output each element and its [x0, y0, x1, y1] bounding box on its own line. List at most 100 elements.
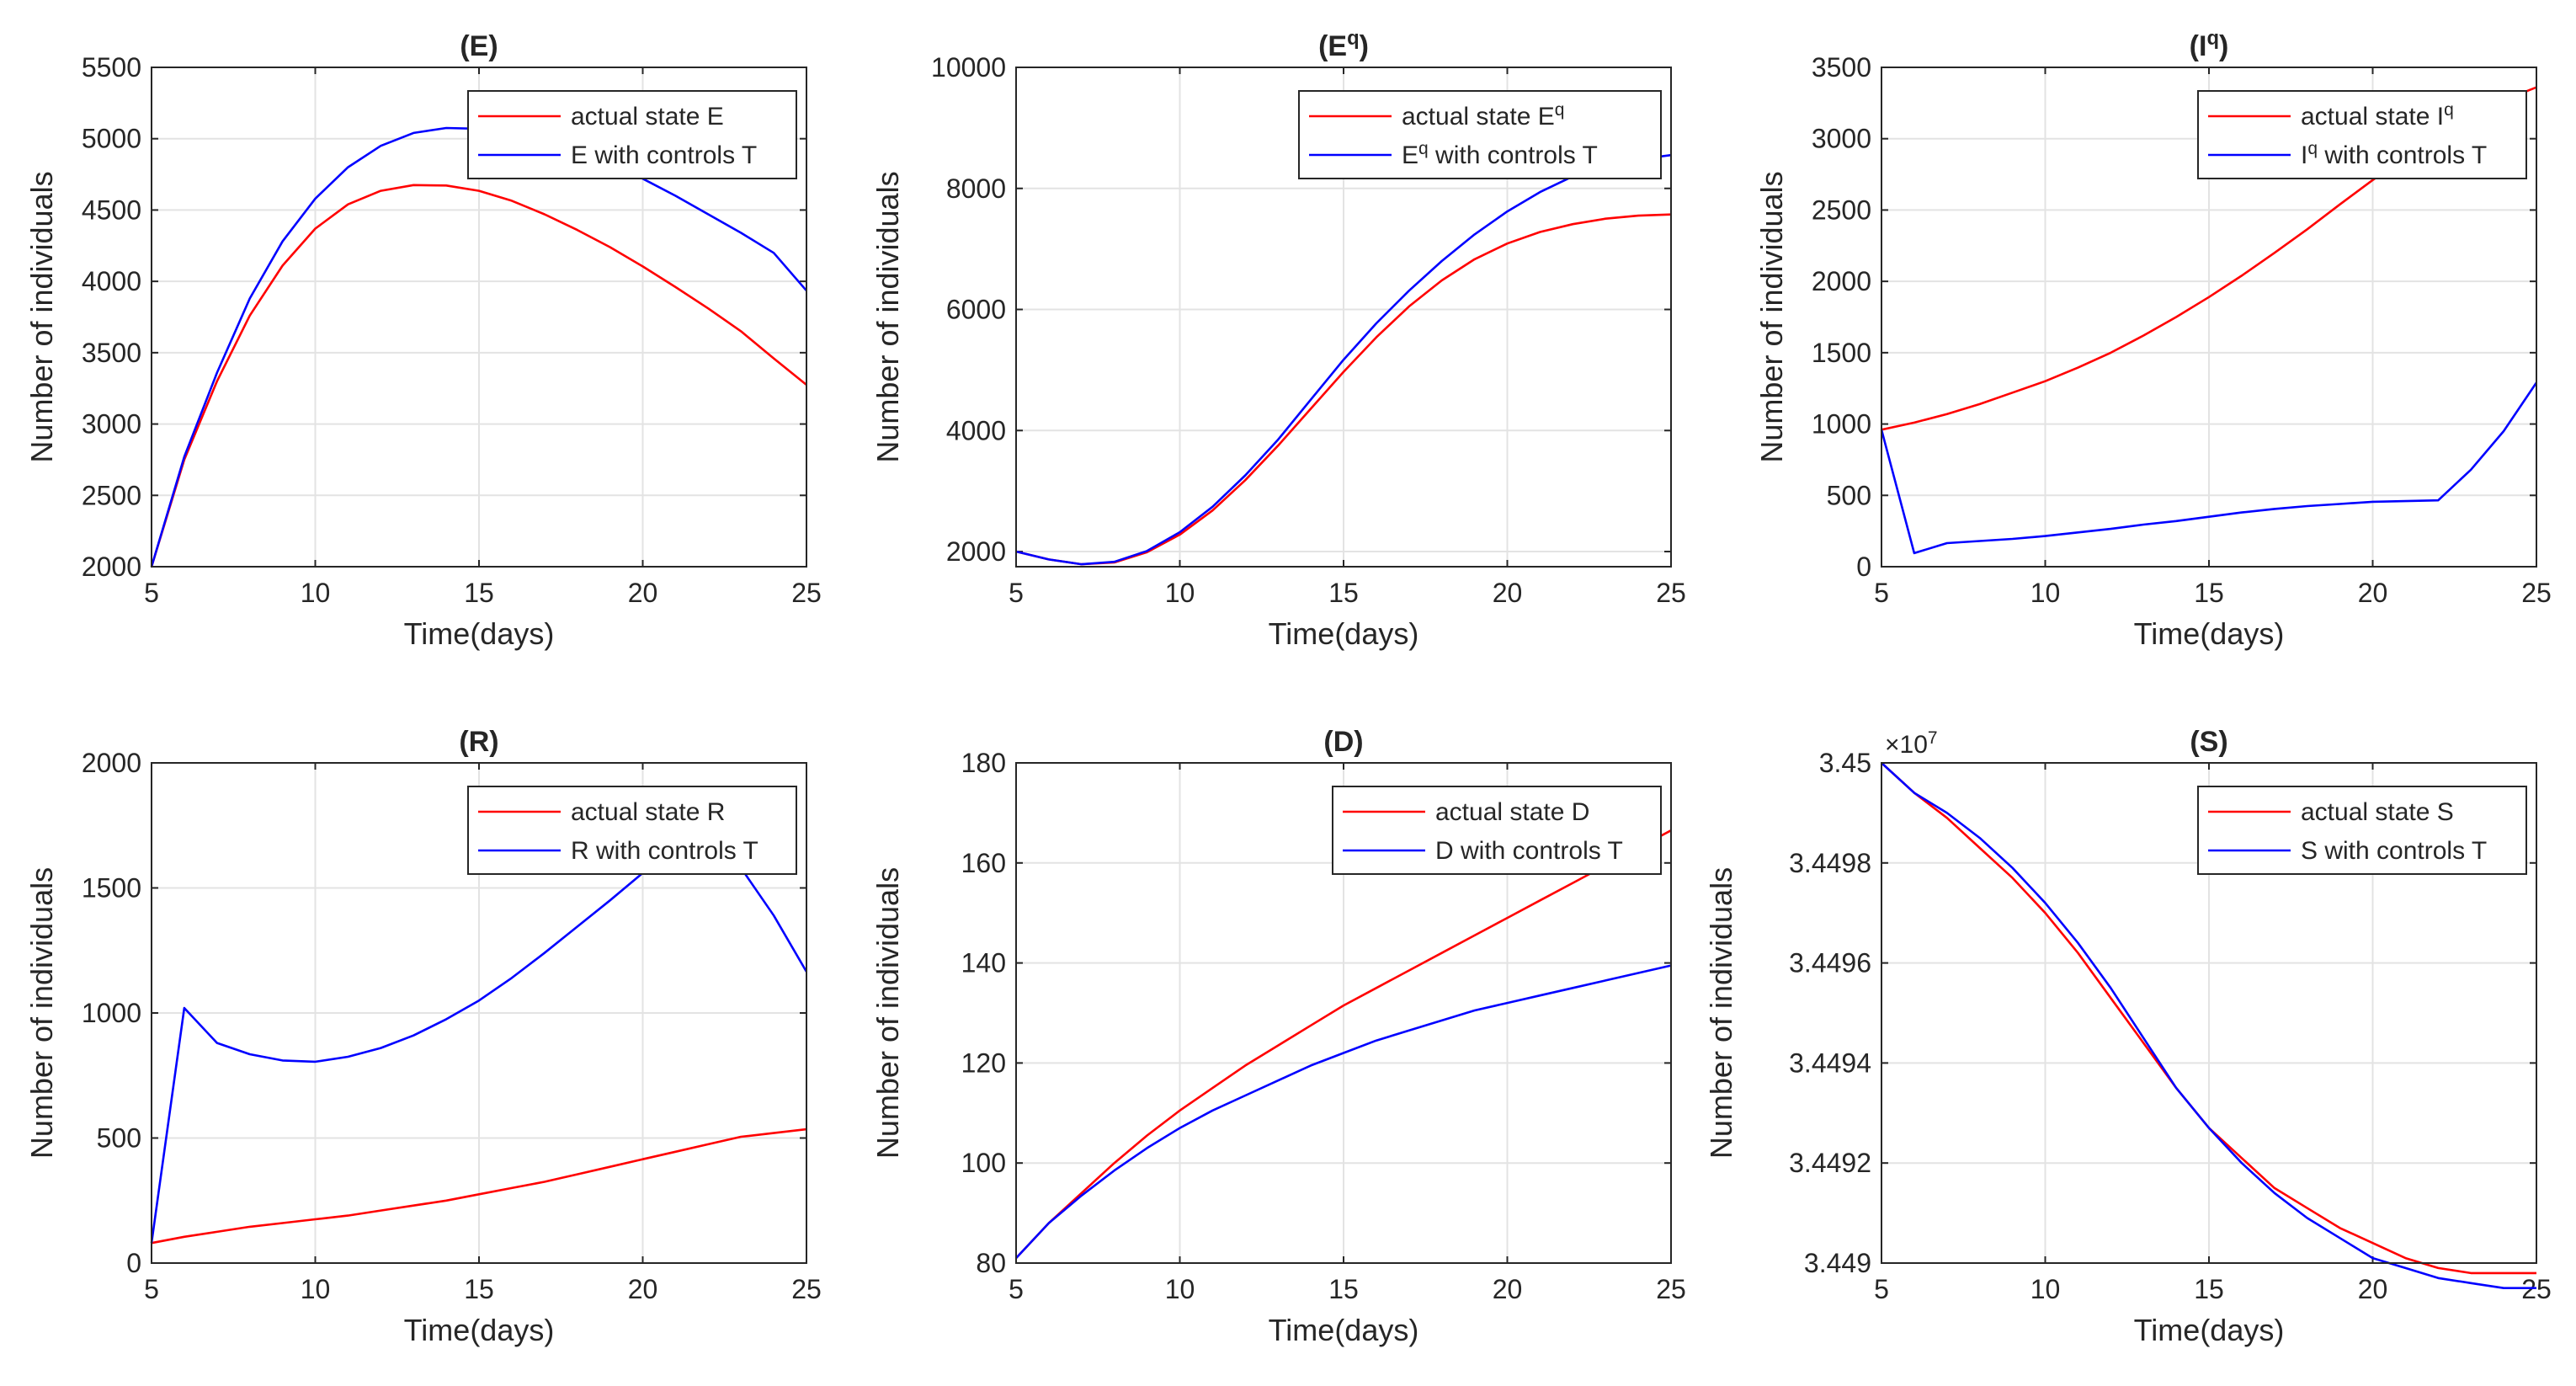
x-tick-label: 10 [1165, 578, 1195, 608]
legend-entry-1: actual state S [2301, 798, 2454, 826]
y-tick-label: 3.4494 [1789, 1047, 1871, 1078]
panel-title: (Iq) [2190, 27, 2229, 63]
y-tick-label: 4000 [82, 266, 141, 296]
x-axis-label: Time(days) [1269, 1313, 1419, 1347]
y-tick-label: 160 [961, 848, 1006, 878]
legend-entry-2: Eq with controls T [1402, 139, 1598, 170]
axes-frame [151, 67, 807, 568]
y-tick-label: 3.45 [1819, 748, 1871, 778]
y-tick-label: 1500 [1812, 338, 1871, 368]
legend-entry-1: actual state E [571, 103, 724, 131]
legend-entry-1: actual state Iq [2301, 100, 2454, 131]
x-axis-label: Time(days) [404, 616, 555, 651]
panel-2: 5 10 15 20 25 2000 4000 6000 8000 10000 (Eq) Time(d… [870, 27, 1686, 652]
x-tick-label: 25 [1656, 1274, 1686, 1304]
x-axis-label: Time(days) [2134, 616, 2285, 651]
x-tick-label: 20 [1493, 578, 1523, 608]
legend-entry-2: D with controls T [1435, 837, 1623, 865]
x-tick-label: 15 [1328, 578, 1359, 608]
y-tick-label: 2000 [82, 552, 141, 582]
legend: actual state S S with controls T [2197, 786, 2527, 875]
legend-entry-2: Iq with controls T [2301, 139, 2487, 170]
x-tick-label: 25 [791, 578, 822, 608]
y-tick-label: 2000 [1812, 266, 1871, 296]
y-axis-label: Number of individuals [870, 171, 905, 462]
y-tick-label: 180 [961, 748, 1006, 778]
x-tick-label: 10 [2030, 1274, 2061, 1304]
axes-frame [1015, 67, 1672, 568]
x-tick-label: 5 [1874, 1274, 1889, 1304]
x-axis-label: Time(days) [2134, 1313, 2285, 1347]
y-axis-label: Number of individuals [24, 867, 59, 1159]
y-tick-label: 1000 [1812, 409, 1871, 440]
x-tick-label: 20 [2358, 1274, 2388, 1304]
panel-title: (E) [460, 30, 498, 62]
series-line-with-controls [1015, 964, 1672, 1259]
y-tick-label: 80 [976, 1248, 1006, 1278]
y-tick-label: 120 [961, 1047, 1006, 1078]
legend-box [1298, 90, 1662, 179]
axes-frame [1881, 762, 2537, 1264]
x-tick-label: 5 [1874, 578, 1889, 608]
series-line-actual-state [1015, 829, 1672, 1259]
x-axis-label: Time(days) [1269, 616, 1419, 651]
x-tick-label: 10 [2030, 578, 2061, 608]
x-tick-label: 10 [1165, 1274, 1195, 1304]
x-tick-label: 5 [1009, 1274, 1024, 1304]
x-tick-label: 10 [301, 1274, 331, 1304]
series-line-actual-state [150, 184, 807, 568]
series-line-with-controls [1015, 153, 1672, 566]
x-axis-label: Time(days) [404, 1313, 555, 1347]
x-tick-label: 15 [464, 1274, 494, 1304]
x-tick-label: 20 [2358, 578, 2388, 608]
x-tick-label: 20 [1493, 1274, 1523, 1304]
legend-box [467, 90, 797, 179]
legend-entry-1: actual state R [571, 798, 725, 826]
y-tick-label: 500 [97, 1123, 141, 1154]
series-line-actual-state [151, 1127, 807, 1245]
panel-4: 5 10 15 20 25 0 500 1000 1500 2000 (R) Time(days) Nu… [24, 726, 822, 1347]
x-tick-label: 25 [2521, 578, 2552, 608]
panel-3: 5 10 15 20 25 0 500 1000 1500 2000 2500 3000 3500 (Iq… [1754, 27, 2552, 652]
x-tick-label: 15 [2194, 1274, 2224, 1304]
y-tick-label: 3.4498 [1789, 848, 1871, 878]
y-tick-label: 2000 [946, 536, 1006, 567]
y-axis-label: Number of individuals [24, 171, 59, 462]
x-tick-label: 15 [464, 578, 494, 608]
series-line-with-controls [1880, 381, 2538, 555]
y-tick-label: 0 [126, 1248, 141, 1278]
y-axis-label: Number of individuals [1704, 867, 1738, 1159]
panel-title: (S) [2190, 726, 2227, 758]
legend: actual state E E with controls T [467, 90, 797, 179]
legend: actual state D D with controls T [1332, 786, 1662, 875]
axes-frame [1015, 762, 1672, 1264]
x-tick-label: 25 [1656, 578, 1686, 608]
y-tick-label: 3500 [82, 338, 141, 368]
legend-entry-1: actual state D [1435, 798, 1589, 826]
x-tick-label: 10 [301, 578, 331, 608]
y-tick-label: 10000 [931, 52, 1006, 83]
legend-entry-1: actual state Eq [1402, 100, 1564, 131]
y-tick-label: 4500 [82, 195, 141, 225]
panel-5: 5 10 15 20 25 80 100 120 140 160 180 (D) Time(days) N… [870, 726, 1686, 1347]
y-tick-label: 4000 [946, 415, 1006, 445]
y-exponent-label: ×107 [1885, 728, 1938, 760]
x-tick-label: 5 [144, 1274, 159, 1304]
panel-6: 5 10 15 20 253.4493.44923.44943.44963.44983.… [1704, 726, 2552, 1347]
panel-title: (D) [1323, 726, 1363, 758]
legend-entry-2: R with controls T [571, 837, 758, 865]
x-tick-label: 5 [144, 578, 159, 608]
y-tick-label: 3.449 [1804, 1248, 1871, 1278]
legend: actual state Eq Eq with controls T [1298, 90, 1662, 179]
legend-entry-2: E with controls T [571, 141, 757, 169]
y-tick-label: 6000 [946, 295, 1006, 325]
x-tick-label: 20 [628, 1274, 658, 1304]
y-tick-label: 5000 [82, 124, 141, 154]
y-tick-label: 500 [1827, 480, 1871, 510]
axes-frame [151, 762, 807, 1264]
legend-box [467, 786, 797, 875]
y-tick-label: 3500 [1812, 52, 1871, 83]
y-tick-label: 2500 [1812, 195, 1871, 225]
y-tick-label: 1000 [82, 998, 141, 1028]
